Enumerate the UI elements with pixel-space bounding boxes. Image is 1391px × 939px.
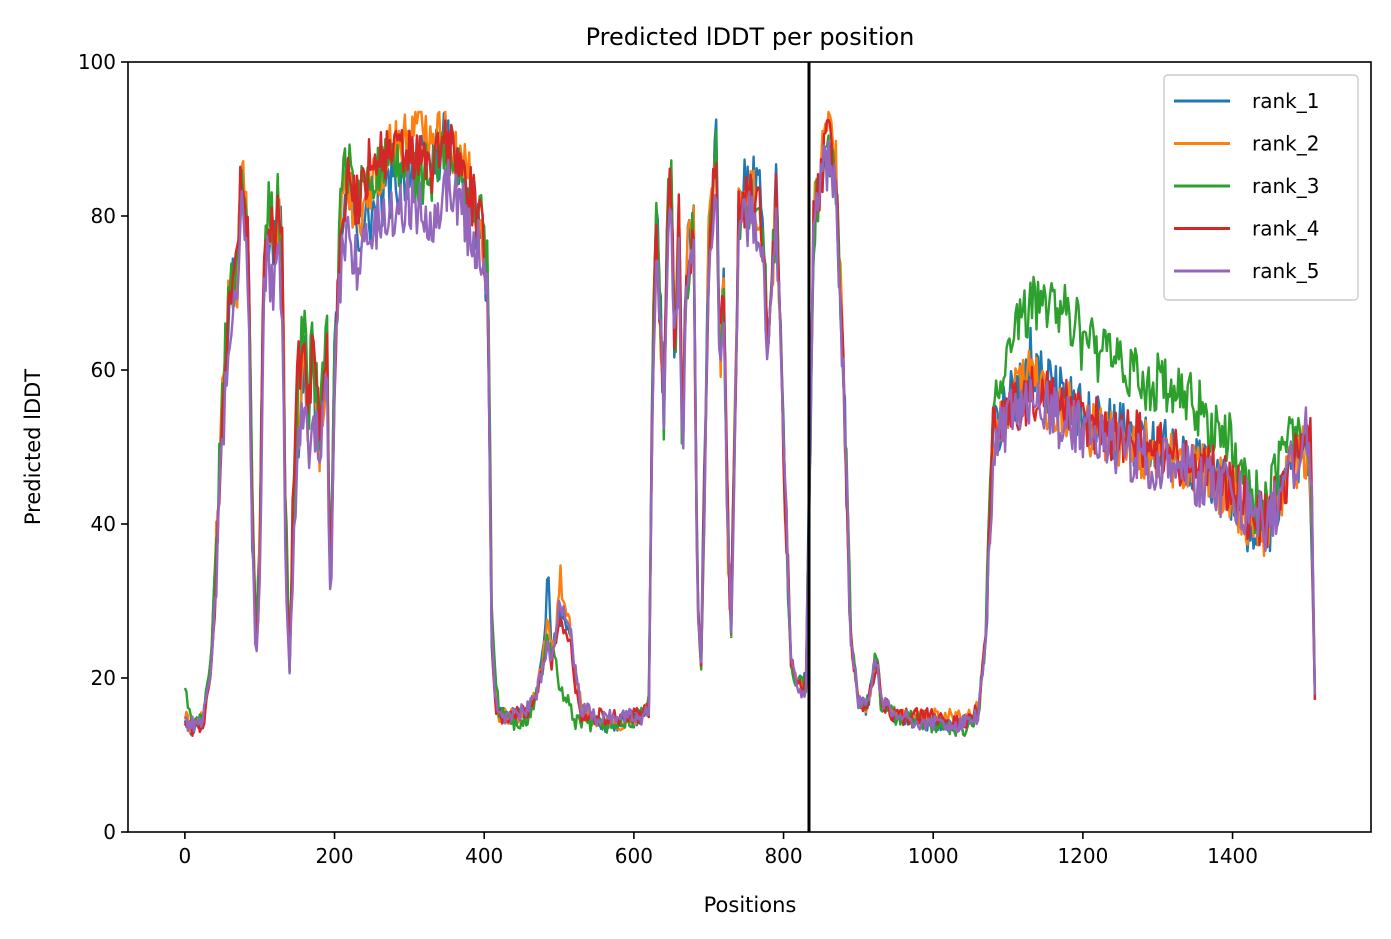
y-tick-label: 60 [91, 358, 116, 382]
legend-box [1163, 74, 1359, 301]
series-line-rank-4 [183, 118, 1317, 737]
y-axis: 0 20 40 60 80 100 [78, 50, 128, 844]
x-tick-label: 400 [465, 844, 503, 868]
series-lines [183, 110, 1317, 737]
legend-label: rank_5 [1252, 259, 1319, 283]
plot-area [127, 61, 1372, 833]
legend-label: rank_2 [1252, 132, 1319, 156]
x-axis-label: Positions [704, 893, 797, 917]
legend-label: rank_3 [1252, 174, 1319, 198]
x-tick-label: 600 [615, 844, 653, 868]
y-axis-label: Predicted lDDT [21, 369, 45, 525]
legend-label: rank_4 [1252, 217, 1319, 241]
x-tick-label: 1200 [1057, 844, 1108, 868]
axes-frame [127, 61, 1372, 833]
x-tick-label: 800 [764, 844, 802, 868]
y-tick-label: 40 [91, 512, 116, 536]
legend-label: rank_1 [1252, 89, 1319, 113]
x-tick-label: 200 [315, 844, 353, 868]
y-tick-label: 0 [103, 820, 116, 844]
x-tick-label: 1000 [908, 844, 959, 868]
y-tick-label: 100 [78, 50, 116, 74]
chart-title: Predicted lDDT per position [586, 23, 915, 51]
y-tick-label: 20 [91, 666, 116, 690]
x-tick-label: 0 [179, 844, 192, 868]
x-axis: 0 200 400 600 800 1000 1200 1400 [179, 832, 1258, 868]
series-line-rank-5 [184, 139, 1317, 734]
y-tick-label: 80 [91, 204, 116, 228]
legend: rank_1 rank_2 rank_3 rank_4 rank_5 [1163, 74, 1359, 301]
x-tick-label: 1400 [1207, 844, 1258, 868]
